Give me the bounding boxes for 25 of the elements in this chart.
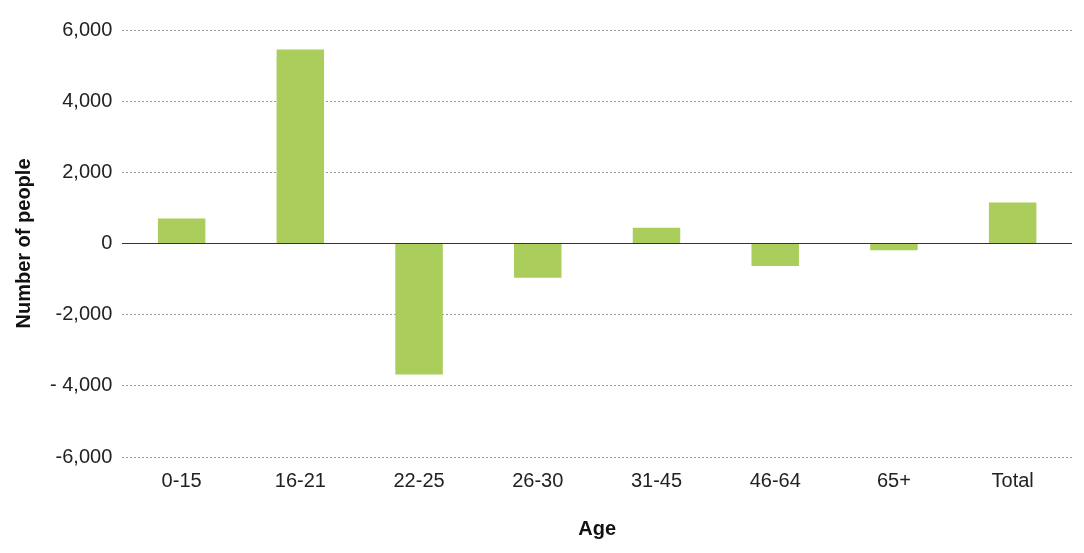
y-tick-label: -6,000 — [55, 444, 113, 467]
y-tick-label: -2,000 — [55, 302, 113, 325]
x-tick-label: Total — [991, 468, 1034, 491]
x-axis-title: Age — [578, 516, 617, 539]
y-tick-label: 0 — [101, 231, 113, 254]
x-tick-label: 65+ — [876, 468, 911, 491]
bar — [395, 244, 443, 375]
x-tick-label: 0-15 — [161, 468, 202, 491]
x-tick-label: 16-21 — [274, 468, 326, 491]
x-tick-label: 31-45 — [630, 468, 683, 491]
x-tick-label: 46-64 — [749, 468, 801, 491]
y-axis-title: Number of people — [11, 158, 34, 329]
bar — [632, 227, 681, 243]
y-tick-label: 2,000 — [62, 159, 113, 182]
bar — [276, 49, 325, 243]
x-tick-label: 26-30 — [512, 468, 564, 491]
y-tick-label: 4,000 — [62, 88, 113, 111]
bar — [988, 202, 1037, 243]
x-tick-label: 22-25 — [393, 468, 445, 491]
bar — [514, 244, 562, 278]
bar — [157, 218, 206, 243]
y-tick-label: - 4,000 — [50, 373, 113, 396]
y-tick-label: 6,000 — [62, 17, 113, 40]
bar — [751, 244, 799, 266]
bar — [870, 244, 918, 251]
